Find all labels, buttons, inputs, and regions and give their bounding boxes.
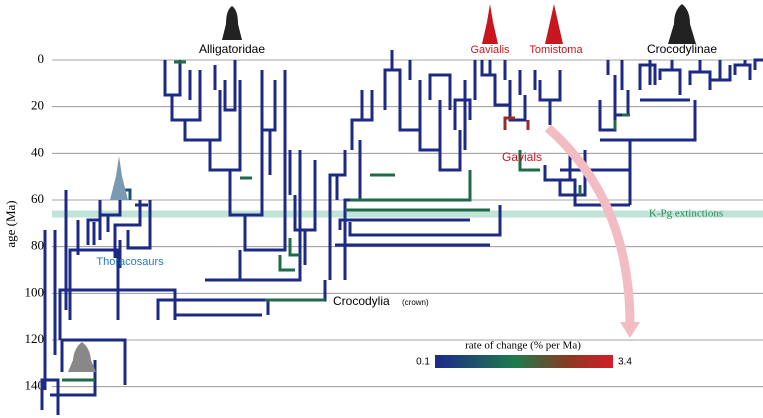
y-axis-label: age (Ma) xyxy=(3,200,18,247)
branch xyxy=(163,60,317,282)
gavialis-icon xyxy=(482,4,498,44)
event-band xyxy=(52,210,763,218)
branch xyxy=(480,60,630,207)
clade-label: Tomistoma xyxy=(529,44,583,56)
clade-label: Gavials xyxy=(502,150,542,164)
branch xyxy=(518,150,582,195)
colorbar-title: rate of change (% per Ma) xyxy=(465,340,581,352)
clade-note: (crown) xyxy=(402,298,429,307)
alligator-icon xyxy=(222,6,242,40)
branch xyxy=(335,205,502,247)
y-tick-label: 80 xyxy=(31,238,44,253)
grid: 0 20 40 60 80 100 120 140 xyxy=(25,51,763,393)
y-tick-label: 140 xyxy=(25,378,45,393)
branch xyxy=(40,190,177,415)
event-label: K-Pg extinctions xyxy=(649,208,723,220)
y-tick-label: 120 xyxy=(25,331,45,346)
clade-label: Crocodylinae xyxy=(647,42,717,56)
clade-label: Gavialis xyxy=(470,44,510,56)
y-tick-label: 60 xyxy=(31,191,44,206)
clade-label: Crocodylia xyxy=(333,294,390,308)
kpg-band: K-Pg extinctions xyxy=(52,208,763,220)
branch xyxy=(345,170,490,212)
branch xyxy=(174,60,300,272)
clade-label: Alligatoridae xyxy=(199,42,265,56)
branch xyxy=(86,195,152,268)
icons xyxy=(68,4,696,372)
thoracosaur-icon xyxy=(110,156,128,200)
colorbar-labels: 0.1 3.4 xyxy=(416,357,632,368)
branch xyxy=(503,116,530,130)
branch xyxy=(328,50,477,280)
crocodylinae-icon xyxy=(668,4,696,44)
phylogeny-tree xyxy=(40,50,763,415)
branch xyxy=(613,113,630,130)
y-tick-label: 40 xyxy=(31,144,44,159)
colorbar xyxy=(435,355,613,368)
branch xyxy=(560,58,763,205)
tomistoma-icon xyxy=(545,4,563,44)
colorbar-min: 0.1 xyxy=(416,357,430,368)
colorbar-max: 3.4 xyxy=(618,357,632,368)
clade-label: Thoracosaurs xyxy=(96,256,164,268)
arrow-head xyxy=(620,322,640,338)
y-tick-label: 20 xyxy=(31,98,44,113)
y-tick-label: 0 xyxy=(38,51,45,66)
arrow xyxy=(545,124,635,326)
y-tick-label: 100 xyxy=(25,284,45,299)
basal-icon xyxy=(68,342,96,372)
